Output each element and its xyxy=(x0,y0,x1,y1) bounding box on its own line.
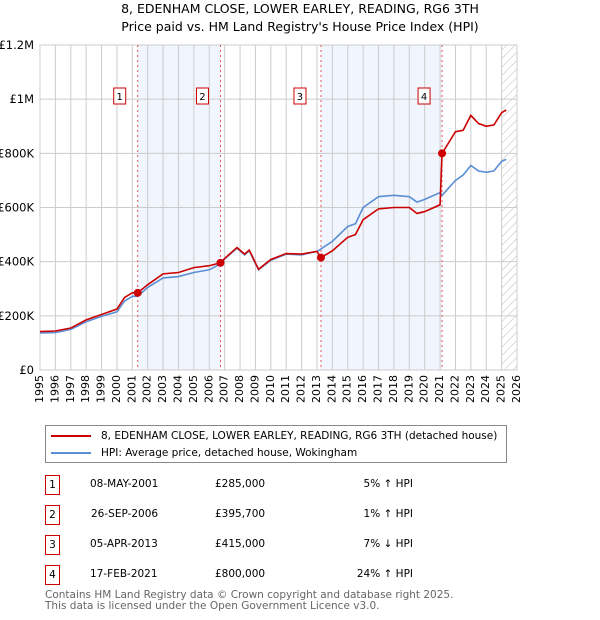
sale-price: £285,000 xyxy=(215,478,266,490)
sale-row: 1 08-MAY-2001 £285,000 5% ↑ HPI xyxy=(45,475,545,495)
x-tick-label: 1996 xyxy=(48,375,61,403)
sale-hpi-diff: 7% ↓ HPI xyxy=(363,538,413,550)
sale-label: 3 xyxy=(297,92,303,103)
legend-swatch-hpi xyxy=(51,452,91,454)
legend-label-hpi: HPI: Average price, detached house, Woki… xyxy=(101,447,358,459)
sale-label-box xyxy=(417,87,431,105)
sale-row: 2 26-SEP-2006 £395,700 1% ↑ HPI xyxy=(45,505,545,525)
price-chart: 1995 1996 1997 1998 1999 2000 2001 2002 2003 2004… xyxy=(0,38,523,403)
x-tick-label: 2008 xyxy=(233,375,246,403)
sale-date: 08-MAY-2001 xyxy=(90,478,159,490)
x-tick-label: 2010 xyxy=(264,375,277,403)
sale-point xyxy=(133,288,142,297)
x-tick-label: 2003 xyxy=(156,375,169,403)
legend: 8, EDENHAM CLOSE, LOWER EARLEY, READING,… xyxy=(45,425,507,463)
sale-price: £415,000 xyxy=(215,538,266,550)
sale-label-box xyxy=(293,87,307,105)
sale-price: £800,000 xyxy=(215,568,266,580)
x-tick-label: 1995 xyxy=(33,375,46,403)
sale-hpi-diff: 5% ↑ HPI xyxy=(363,478,413,490)
sale-point xyxy=(316,253,325,262)
x-tick-label: 1997 xyxy=(64,375,77,403)
x-tick-label: 2013 xyxy=(310,375,323,403)
x-tick-label: 2006 xyxy=(202,375,215,403)
x-tick-label: 2015 xyxy=(341,375,354,403)
x-tick-label: 2018 xyxy=(387,375,400,403)
sale-date: 17-FEB-2021 xyxy=(90,568,158,580)
sale-marker-number: 2 xyxy=(45,505,60,525)
sale-date: 26-SEP-2006 xyxy=(91,508,159,520)
x-tick-label: 1998 xyxy=(79,375,92,403)
y-tick-label: £1.2M xyxy=(0,38,34,52)
y-tick-label: £400K xyxy=(0,255,34,269)
x-tick-label: 2023 xyxy=(464,375,477,403)
sale-label-box xyxy=(195,87,209,105)
legend-item-hpi: HPI: Average price, detached house, Woki… xyxy=(51,445,357,461)
x-tick-label: 2025 xyxy=(495,375,508,403)
x-tick-label: 2009 xyxy=(248,375,261,403)
sale-row: 4 17-FEB-2021 £800,000 24% ↑ HPI xyxy=(45,565,545,585)
x-tick-label: 2002 xyxy=(141,375,154,403)
y-tick-label: £200K xyxy=(0,309,34,323)
plot-frame xyxy=(39,44,518,371)
sale-point xyxy=(216,258,225,267)
x-tick-label: 2012 xyxy=(295,375,308,403)
sale-marker-number: 4 xyxy=(45,565,60,585)
sale-marker-number: 1 xyxy=(45,475,60,495)
y-tick-label: £800K xyxy=(0,146,34,160)
sale-price: £395,700 xyxy=(215,508,266,520)
x-tick-label: 2005 xyxy=(187,375,200,403)
footer-copyright: Contains HM Land Registry data © Crown c… xyxy=(45,589,454,601)
sale-row: 3 05-APR-2013 £415,000 7% ↓ HPI xyxy=(45,535,545,555)
property-price-line xyxy=(39,109,507,333)
x-tick-label: 2011 xyxy=(279,375,292,403)
footer-licence: This data is licensed under the Open Gov… xyxy=(45,600,380,612)
x-tick-label: 2026 xyxy=(510,375,523,403)
x-tick-label: 2014 xyxy=(325,375,338,403)
sale-label: 1 xyxy=(117,92,123,103)
sale-label: 4 xyxy=(421,92,427,103)
chart-title: Price paid vs. HM Land Registry's House … xyxy=(121,19,479,34)
sale-label-box xyxy=(113,87,127,105)
sale-date: 05-APR-2013 xyxy=(90,538,158,550)
x-tick-label: 2024 xyxy=(479,375,492,403)
x-tick-label: 2016 xyxy=(356,375,369,403)
sale-marker-number: 3 xyxy=(45,535,60,555)
legend-swatch-property xyxy=(51,435,91,437)
sale-label: 2 xyxy=(199,92,205,103)
sale-hpi-diff: 1% ↑ HPI xyxy=(363,508,413,520)
x-tick-label: 2007 xyxy=(218,375,231,403)
chart-title-address: 8, EDENHAM CLOSE, LOWER EARLEY, READING,… xyxy=(121,1,479,16)
x-tick-label: 1999 xyxy=(95,375,108,403)
x-tick-label: 2004 xyxy=(171,375,184,403)
x-tick-label: 2020 xyxy=(418,375,431,403)
x-tick-label: 2019 xyxy=(402,375,415,403)
legend-label-property: 8, EDENHAM CLOSE, LOWER EARLEY, READING,… xyxy=(101,430,498,442)
y-tick-label: £600K xyxy=(0,201,34,215)
y-tick-label: £0 xyxy=(19,363,34,377)
x-tick-label: 2001 xyxy=(125,375,138,403)
y-tick-label: £1M xyxy=(9,92,34,106)
x-tick-label: 2021 xyxy=(433,375,446,403)
x-tick-label: 2000 xyxy=(110,375,123,403)
legend-item-property: 8, EDENHAM CLOSE, LOWER EARLEY, READING,… xyxy=(51,428,497,444)
sale-hpi-diff: 24% ↑ HPI xyxy=(356,568,413,580)
x-tick-label: 2022 xyxy=(448,375,461,403)
sale-point xyxy=(438,149,447,158)
x-tick-label: 2017 xyxy=(372,375,385,403)
